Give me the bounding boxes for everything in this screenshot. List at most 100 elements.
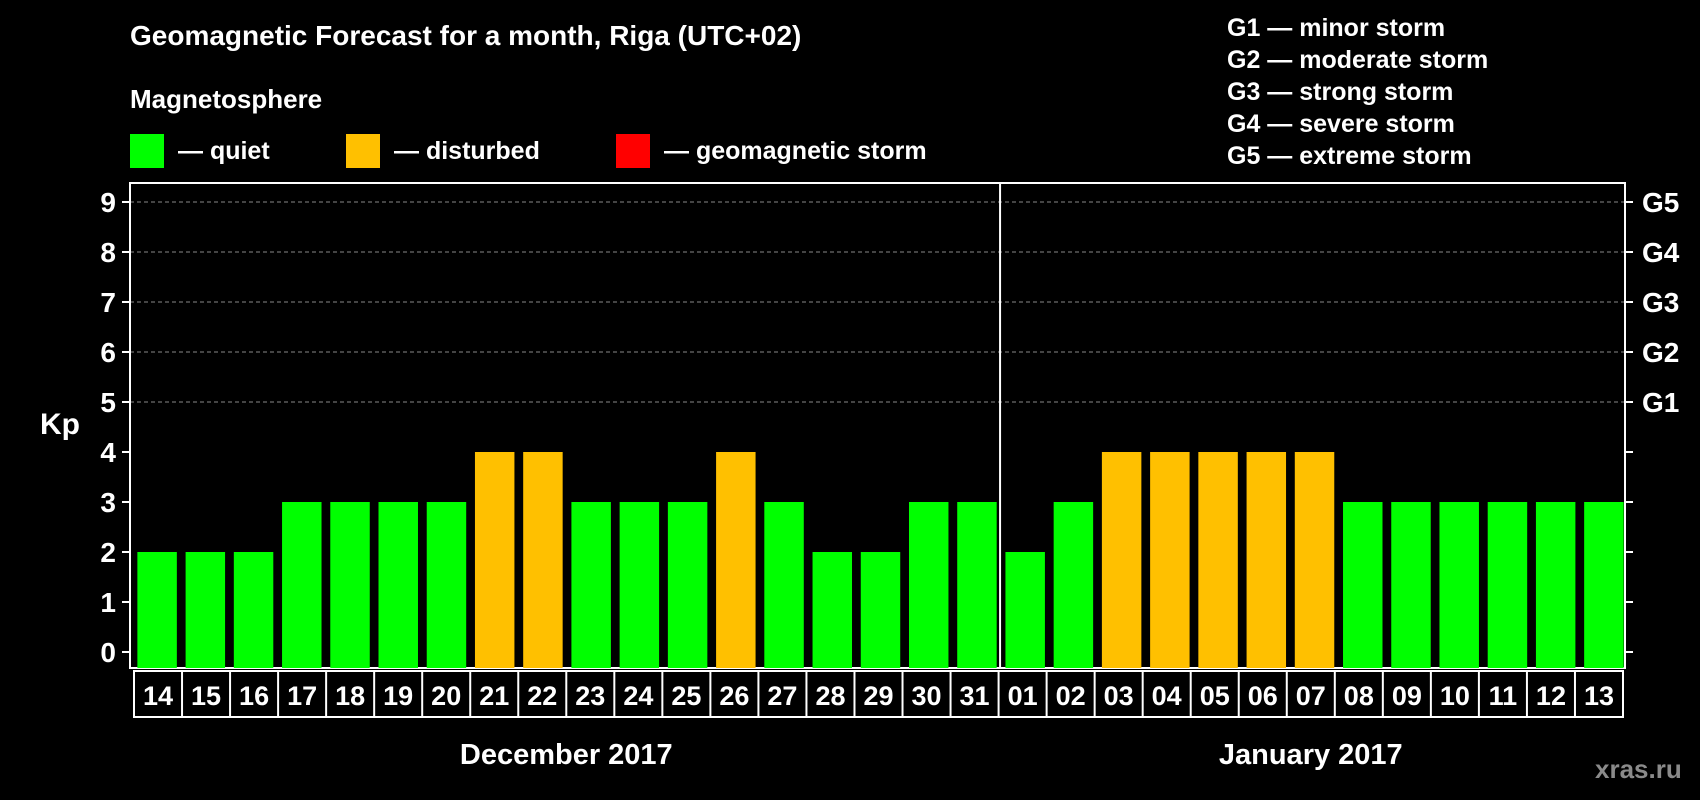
bar-19 — [378, 502, 418, 668]
y-axis-label: Kp — [40, 408, 80, 441]
legend-storm: — geomagnetic storm — [616, 134, 927, 168]
storm-scale-g4: G4 — severe storm — [1227, 110, 1455, 138]
bar-04 — [1150, 452, 1190, 668]
y-tick-label: 2 — [100, 537, 116, 568]
x-tick-label-16: 16 — [239, 681, 269, 711]
bar-31 — [957, 502, 997, 668]
bar-30 — [908, 502, 949, 668]
x-tick-label-25: 25 — [671, 681, 701, 711]
storm-scale-legend: G1 — minor storm G2 — moderate storm G3 … — [1227, 12, 1488, 172]
month-label-0: December 2017 — [460, 739, 673, 771]
right-axis-label-g5: G5 — [1642, 187, 1679, 218]
x-tick-label-20: 20 — [431, 681, 461, 711]
right-axis-label-g4: G4 — [1642, 237, 1680, 268]
x-tick-label-05: 05 — [1200, 681, 1230, 711]
bar-20 — [426, 502, 467, 668]
x-tick-label-04: 04 — [1152, 681, 1182, 711]
x-tick-label-23: 23 — [575, 681, 605, 711]
y-tick-label: 4 — [100, 437, 116, 468]
bar-09 — [1391, 502, 1431, 668]
y-tick-label: 9 — [100, 187, 116, 218]
x-tick-label-24: 24 — [623, 681, 653, 711]
right-axis-label-g2: G2 — [1642, 337, 1679, 368]
x-tick-label-15: 15 — [191, 681, 221, 711]
bar-10 — [1439, 502, 1479, 668]
y-tick-label: 8 — [100, 237, 116, 268]
bar-14 — [137, 552, 177, 668]
month-label-1: January 2017 — [1219, 739, 1403, 771]
x-tick-label-14: 14 — [143, 681, 173, 711]
legend-label-storm: — geomagnetic storm — [664, 136, 927, 165]
x-tick-label-09: 09 — [1392, 681, 1422, 711]
bar-21 — [474, 452, 515, 668]
x-tick-label-19: 19 — [383, 681, 413, 711]
x-tick-label-10: 10 — [1440, 681, 1470, 711]
x-tick-label-02: 02 — [1056, 681, 1086, 711]
bar-01 — [1005, 552, 1045, 668]
x-tick-label-27: 27 — [767, 681, 797, 711]
bar-26 — [716, 452, 756, 668]
bar-03 — [1101, 452, 1142, 668]
right-axis-label-g1: G1 — [1642, 387, 1679, 418]
y-tick-label: 1 — [100, 587, 116, 618]
y-tick-label: 6 — [100, 337, 116, 368]
legend-swatch-disturbed — [346, 134, 380, 168]
chart-title: Geomagnetic Forecast for a month, Riga (… — [130, 20, 802, 51]
x-tick-label-18: 18 — [335, 681, 365, 711]
x-tick-label-08: 08 — [1344, 681, 1374, 711]
bar-18 — [330, 502, 370, 668]
x-tick-label-06: 06 — [1248, 681, 1278, 711]
magnetosphere-heading: Magnetosphere — [130, 84, 323, 114]
storm-scale-g2: G2 — moderate storm — [1227, 46, 1489, 74]
x-tick-label-29: 29 — [863, 681, 893, 711]
y-tick-label: 0 — [100, 637, 116, 668]
y-tick-label: 7 — [100, 287, 116, 318]
bar-05 — [1198, 452, 1238, 668]
x-tick-label-01: 01 — [1008, 681, 1038, 711]
x-tick-label-26: 26 — [719, 681, 749, 711]
x-tick-label-17: 17 — [287, 681, 317, 711]
storm-scale-g5: G5 — extreme storm — [1227, 142, 1472, 170]
bar-02 — [1053, 502, 1094, 668]
y-tick-label: 3 — [100, 487, 116, 518]
bar-24 — [619, 502, 660, 668]
legend-label-disturbed: — disturbed — [394, 136, 540, 165]
x-tick-label-12: 12 — [1536, 681, 1566, 711]
watermark: xras.ru — [1595, 754, 1682, 784]
y-tick-label: 5 — [100, 387, 116, 418]
bar-27 — [764, 502, 804, 668]
bar-06 — [1246, 452, 1287, 668]
legend-quiet: — quiet — [130, 134, 270, 168]
x-tick-label-28: 28 — [815, 681, 845, 711]
x-tick-label-22: 22 — [527, 681, 557, 711]
x-tick-label-13: 13 — [1584, 681, 1614, 711]
bar-15 — [185, 552, 226, 668]
x-tick-label-07: 07 — [1296, 681, 1326, 711]
bar-28 — [812, 552, 853, 668]
bar-16 — [233, 552, 274, 668]
x-tick-label-11: 11 — [1489, 681, 1518, 711]
bar-13 — [1584, 502, 1624, 668]
bar-22 — [523, 452, 563, 668]
bar-29 — [860, 552, 901, 668]
storm-scale-g1: G1 — minor storm — [1227, 14, 1446, 42]
x-tick-label-30: 30 — [912, 681, 942, 711]
bar-07 — [1294, 452, 1335, 668]
storm-scale-g3: G3 — strong storm — [1227, 78, 1454, 106]
legend-disturbed: — disturbed — [346, 134, 540, 168]
x-tick-label-21: 21 — [479, 681, 509, 711]
bar-25 — [667, 502, 708, 668]
bar-11 — [1487, 502, 1528, 668]
legend-swatch-storm — [616, 134, 650, 168]
bar-17 — [282, 502, 322, 668]
x-tick-label-31: 31 — [960, 681, 990, 711]
legend-label-quiet: — quiet — [178, 136, 270, 165]
bar-12 — [1535, 502, 1576, 668]
bar-23 — [571, 502, 611, 668]
x-tick-label-03: 03 — [1104, 681, 1134, 711]
legend-swatch-quiet — [130, 134, 164, 168]
day-label-strip — [133, 670, 1624, 718]
right-axis-label-g3: G3 — [1642, 287, 1679, 318]
bar-08 — [1343, 502, 1383, 668]
